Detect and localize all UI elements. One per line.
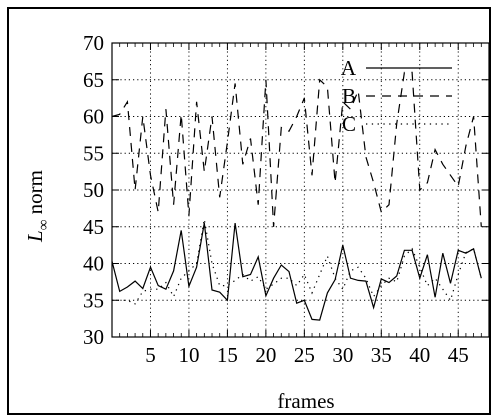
y-tick-label: 65: [83, 68, 104, 92]
y-axis-label-symbol: L: [23, 230, 47, 243]
y-axis-label-rest: norm: [23, 170, 47, 220]
axis-ticks: 30 35 40 45 50 55 60 65 70 5 10 15 20 25 30 35 40 45: [83, 31, 489, 367]
legend-label-c: C: [342, 112, 356, 136]
y-tick-label: 35: [83, 288, 104, 312]
y-tick-label: 45: [83, 215, 104, 239]
legend-label-b: B: [342, 84, 356, 108]
x-tick-label: 20: [255, 343, 276, 367]
y-tick-label: 60: [83, 105, 104, 129]
y-tick-label: 55: [83, 141, 104, 165]
x-tick-label: 25: [294, 343, 315, 367]
x-tick-label: 40: [409, 343, 430, 367]
x-tick-label: 15: [217, 343, 238, 367]
y-tick-label: 50: [83, 178, 104, 202]
y-tick-label: 70: [83, 31, 104, 55]
x-tick-label: 30: [332, 343, 353, 367]
y-tick-label: 30: [83, 325, 104, 349]
legend-label-a: A: [341, 56, 357, 80]
x-tick-label: 5: [145, 343, 156, 367]
series-lines: [111, 71, 482, 321]
series-line-b: [111, 71, 482, 227]
grid-lines: [112, 43, 489, 337]
x-tick-label: 35: [371, 343, 392, 367]
x-tick-label: 10: [178, 343, 199, 367]
chart-frame: [7, 7, 491, 415]
y-tick-label: 40: [83, 252, 104, 276]
series-line-c: [112, 219, 482, 305]
legend: ABC: [341, 56, 452, 136]
y-axis-label-subscript: ∞: [36, 220, 52, 231]
x-axis-label: frames: [277, 389, 334, 413]
series-line-a: [111, 222, 482, 321]
x-tick-label: 45: [448, 343, 469, 367]
y-axis-label: L∞ norm: [23, 170, 52, 243]
plot-area-border: [111, 42, 490, 338]
